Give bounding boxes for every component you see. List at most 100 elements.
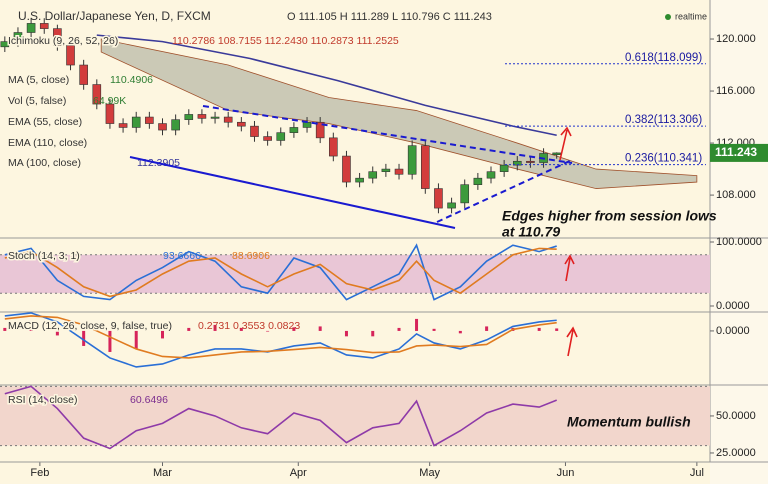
indicator-line	[96, 34, 557, 137]
histogram-bar	[213, 324, 217, 331]
y-tick-label: 120.000	[716, 33, 756, 45]
histogram-bar	[555, 328, 559, 331]
candle-body	[315, 121, 325, 139]
x-tick-label: Feb	[30, 467, 49, 479]
x-tick-label: Jul	[690, 467, 704, 479]
candle-body	[526, 160, 535, 163]
status-dot	[665, 14, 671, 20]
arrow	[564, 254, 575, 282]
histogram-bar	[239, 327, 243, 331]
candle-body	[473, 177, 483, 185]
indicator-label: EMA (55, close)	[8, 116, 82, 128]
candle-body	[329, 137, 338, 157]
plot-area: 108.000112.000116.000120.0000.618(118.09…	[0, 9, 768, 479]
y-tick-label: 50.0000	[716, 410, 756, 422]
candle-body	[0, 41, 10, 48]
indicator-label: Stoch (14, 3, 1)	[8, 250, 80, 262]
x-tick-label: Jun	[557, 467, 575, 479]
histogram-bar	[432, 328, 436, 331]
histogram-bar	[344, 330, 348, 337]
candle-body	[250, 125, 259, 137]
arrows	[559, 126, 578, 357]
y-tick-label: 116.000	[716, 85, 755, 97]
histogram-bar	[3, 327, 7, 331]
annotation: at 110.79	[502, 224, 560, 240]
candle-body	[145, 116, 154, 124]
candle-body	[368, 171, 378, 179]
histogram-bar	[485, 326, 489, 331]
candle-body	[79, 64, 88, 85]
histogram-bar	[134, 330, 138, 349]
indicator-readout: 110.2786 108.7155 112.2430 110.2873 111.…	[172, 35, 399, 47]
wedge-line	[436, 159, 573, 223]
candle-body	[131, 116, 141, 128]
histogram-bar	[415, 318, 419, 331]
y-tick-label: 25.0000	[716, 447, 756, 459]
candle-body	[223, 116, 233, 123]
candle-body	[276, 132, 286, 141]
status: realtime	[675, 11, 707, 21]
histogram-bar	[29, 327, 33, 331]
indicator-readout: 64.99K	[93, 95, 126, 107]
resistance-line	[202, 105, 573, 164]
last-price-label: 111.243	[715, 145, 757, 159]
candle-body	[26, 23, 36, 33]
y-tick-label: 100.0000	[716, 236, 762, 248]
candle-body	[171, 119, 180, 131]
histogram-bar	[458, 330, 462, 334]
indicator-readout: 88.6906	[232, 250, 270, 262]
indicator-label: RSI (14, close)	[8, 394, 77, 406]
candle-body	[499, 164, 509, 172]
indicator-readout: 110.4906	[110, 74, 153, 86]
candle-body	[381, 168, 391, 172]
x-tick-label: Apr	[290, 467, 307, 479]
candle-body	[92, 84, 102, 105]
support-line	[129, 156, 456, 229]
candle-body	[460, 184, 470, 204]
candle-body	[53, 28, 62, 46]
indicator-label: MACD (12, 26, close, 9, false, true)	[8, 320, 172, 332]
histogram-bar	[397, 327, 401, 331]
arrow	[566, 326, 578, 357]
fib-label: 0.382(113.306)	[625, 114, 702, 126]
candle-body	[184, 114, 194, 120]
candle-body	[105, 103, 115, 124]
histogram-bar	[318, 326, 322, 331]
candle-body	[407, 145, 417, 175]
indicator-label: Vol (5, false)	[8, 95, 66, 107]
candle-body	[289, 127, 299, 133]
indicator-line	[4, 247, 557, 298]
candle-body	[210, 116, 220, 119]
histogram-bar	[292, 327, 296, 331]
candle-body	[197, 114, 207, 119]
candle-body	[13, 32, 23, 42]
candle-body	[394, 168, 404, 175]
fib-label: 0.236(110.341)	[625, 153, 702, 165]
histogram-bar	[187, 327, 191, 331]
indicator-readout: 60.6496	[130, 394, 168, 406]
indicator-label: Ichimoku (9, 26, 52, 26)	[8, 35, 118, 47]
histogram-bar	[266, 330, 270, 332]
candle-body	[342, 155, 351, 183]
x-tick-label: May	[419, 467, 440, 479]
y-tick-label: 0.0000	[716, 300, 750, 312]
indicator-label: MA (5, close)	[8, 74, 69, 86]
candle-body	[263, 136, 272, 141]
indicator-readout: 93.6666	[163, 250, 201, 262]
annotation: Edges higher from session lows	[502, 208, 717, 224]
band	[0, 386, 710, 446]
histogram-bar	[371, 330, 375, 337]
trend-lines	[129, 105, 573, 229]
arrow	[559, 126, 572, 161]
candle-body	[39, 23, 49, 29]
candle-body	[355, 177, 364, 183]
indicator-readout: 0.2731 0.3553 0.0823	[198, 320, 300, 332]
y-tick-label: 108.000	[716, 189, 756, 201]
histogram-bar	[160, 330, 164, 339]
ohlc-readout: O 111.105 H 111.289 L 110.796 C 111.243	[287, 11, 492, 23]
indicator-line	[4, 315, 557, 359]
candle-body	[512, 160, 522, 166]
indicator-label: EMA (110, close)	[8, 137, 87, 149]
ichimoku-cloud	[100, 38, 698, 189]
